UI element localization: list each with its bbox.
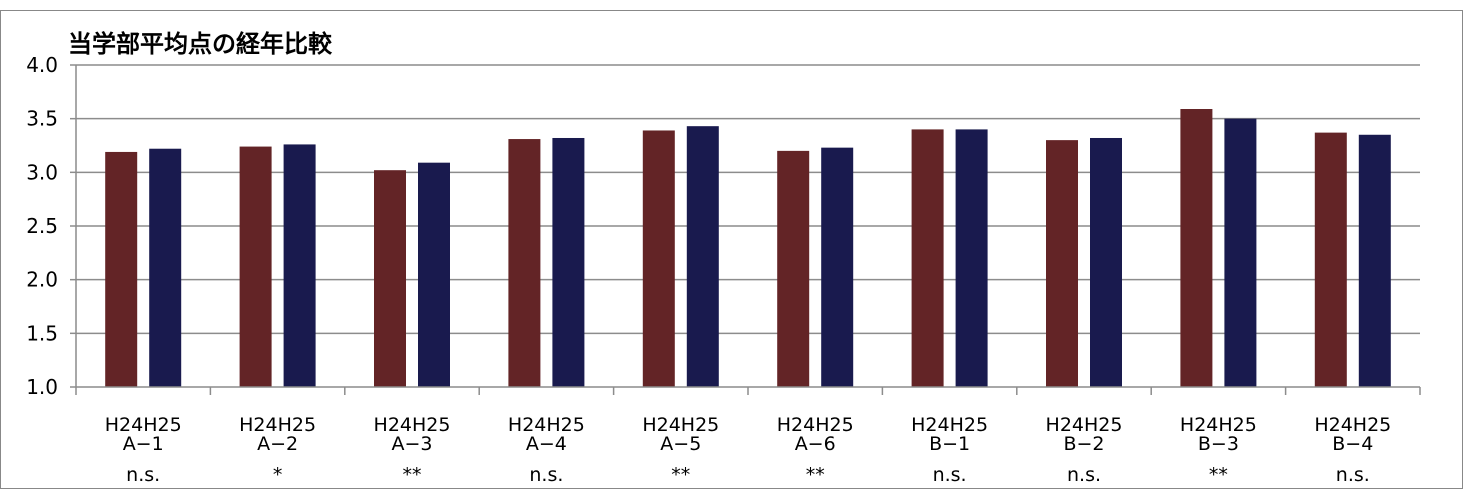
bar-h24-5 xyxy=(642,130,675,387)
bar-h25-6 xyxy=(821,147,854,387)
bar-h25-9 xyxy=(1224,118,1257,388)
significance-label: ** xyxy=(671,464,690,486)
bar-h24-6 xyxy=(777,150,810,387)
x-series-label: H24H25 xyxy=(508,414,585,436)
significance-label: ** xyxy=(403,464,422,486)
x-series-label: H24H25 xyxy=(239,414,316,436)
y-axis-ticks: 1.0 1.5 2.0 2.5 3.0 3.5 4.0 xyxy=(26,53,76,399)
x-series-label: H24H25 xyxy=(911,414,988,436)
bar-h25-7 xyxy=(955,129,988,387)
bar-h25-1 xyxy=(149,148,182,387)
bar-h24-8 xyxy=(1046,140,1078,387)
significance-label: ** xyxy=(1209,464,1228,486)
x-axis-labels: H24H25A−1n.s.H24H25A−2*H24H25A−3**H24H25… xyxy=(105,414,1392,486)
x-category-label: B−3 xyxy=(1198,433,1239,455)
bars xyxy=(105,109,1391,388)
bar-h25-8 xyxy=(1090,137,1122,387)
x-series-label: H24H25 xyxy=(105,414,182,436)
gridlines xyxy=(76,64,1420,335)
bar-h24-7 xyxy=(911,129,944,387)
bar-h24-2 xyxy=(239,146,272,387)
significance-label: n.s. xyxy=(933,464,967,486)
significance-label: * xyxy=(273,464,283,486)
bar-h25-2 xyxy=(283,144,316,387)
bar-h24-9 xyxy=(1180,109,1213,388)
x-category-label: A−1 xyxy=(123,433,164,455)
bar-h25-10 xyxy=(1358,134,1391,387)
x-category-label: B−2 xyxy=(1063,433,1104,455)
significance-label: n.s. xyxy=(529,464,563,486)
chart-title: 当学部平均点の経年比較 xyxy=(68,30,333,58)
bar-h24-1 xyxy=(105,151,138,387)
y-tick-label: 4.0 xyxy=(26,53,58,77)
x-series-label: H24H25 xyxy=(1180,414,1257,436)
x-category-label: A−5 xyxy=(660,433,701,455)
bar-h24-3 xyxy=(374,170,406,387)
y-tick-label: 2.5 xyxy=(26,214,58,238)
significance-label: n.s. xyxy=(1336,464,1370,486)
x-category-label: A−4 xyxy=(526,433,567,455)
x-series-label: H24H25 xyxy=(1046,414,1123,436)
y-tick-label: 1.5 xyxy=(26,321,58,345)
x-category-label: A−2 xyxy=(257,433,298,455)
x-series-label: H24H25 xyxy=(374,414,451,436)
bar-h25-4 xyxy=(552,137,585,387)
x-series-label: H24H25 xyxy=(777,414,854,436)
y-tick-label: 1.0 xyxy=(26,375,58,399)
x-category-label: A−6 xyxy=(795,433,836,455)
bar-h24-10 xyxy=(1314,132,1347,387)
x-series-label: H24H25 xyxy=(642,414,719,436)
x-series-label: H24H25 xyxy=(1314,414,1391,436)
y-tick-label: 3.0 xyxy=(26,160,58,184)
x-category-label: B−4 xyxy=(1332,433,1373,455)
x-category-label: A−3 xyxy=(391,433,432,455)
axes xyxy=(75,65,1421,395)
bar-h25-3 xyxy=(418,162,450,387)
significance-label: n.s. xyxy=(126,464,160,486)
y-tick-label: 3.5 xyxy=(26,107,58,131)
x-category-label: B−1 xyxy=(929,433,970,455)
bar-h25-5 xyxy=(686,126,719,388)
y-tick-label: 2.0 xyxy=(26,268,58,292)
significance-label: n.s. xyxy=(1067,464,1101,486)
bar-h24-4 xyxy=(508,139,541,387)
significance-label: ** xyxy=(806,464,825,486)
